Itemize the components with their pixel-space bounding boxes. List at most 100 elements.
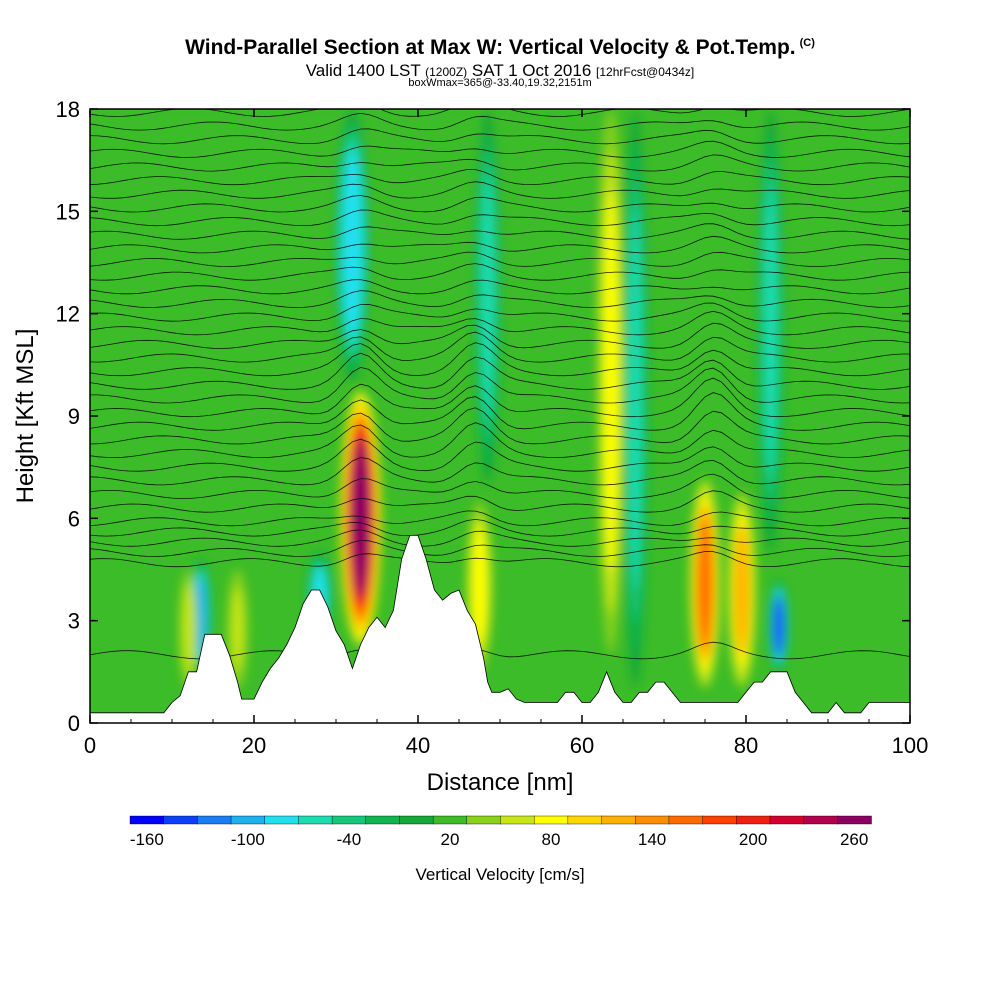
colorbar-swatch	[331, 815, 367, 825]
colorbar-swatch	[298, 815, 333, 825]
downdraft-5-band	[763, 183, 778, 478]
colorbar-swatch	[197, 815, 232, 825]
theta-contour	[90, 290, 910, 308]
theta-contour	[90, 407, 910, 445]
y-tick-label: 3	[68, 609, 80, 634]
y-tick-label: 15	[56, 199, 80, 224]
colorbar-swatch	[803, 815, 839, 825]
colorbar-tick-label: 80	[542, 830, 561, 849]
theta-contour	[90, 195, 910, 213]
colorbar-swatch	[837, 815, 872, 825]
colorbar-swatch	[230, 815, 266, 825]
y-tick-label: 0	[68, 711, 80, 736]
updraft-4-band	[472, 526, 487, 647]
downdraft-2-band	[196, 580, 206, 651]
colorbar-tick-label: 140	[638, 830, 666, 849]
theta-contour	[90, 322, 910, 349]
y-tick-label: 18	[56, 97, 80, 122]
theta-contour	[90, 457, 910, 486]
colorbar-swatch	[567, 815, 603, 825]
colorbar-swatch	[163, 815, 199, 825]
theta-contour	[90, 181, 910, 199]
theta-contour	[90, 302, 910, 322]
box-info: boxWmax=365@-33.40,19.32,2151m	[408, 77, 592, 89]
y-tick-label: 6	[68, 506, 80, 531]
colorbar-tick-label: 200	[739, 830, 767, 849]
updraft-2-band	[735, 528, 749, 652]
y-axis-label: Height [Kft MSL]	[12, 329, 39, 504]
colorbar-tick-label: 260	[840, 830, 868, 849]
theta-contour	[90, 279, 910, 295]
theta-contour	[90, 109, 910, 117]
downdraft-1	[768, 579, 790, 672]
updraft-3-band	[603, 190, 619, 573]
colorbar-swatch	[533, 815, 569, 825]
colorbar-swatch	[500, 815, 535, 825]
colorbar-swatch	[466, 815, 502, 825]
colorbar-label: Vertical Velocity [cm/s]	[415, 865, 584, 884]
colorbar-swatch	[601, 815, 636, 825]
downdraft-1-band	[774, 597, 784, 654]
x-axis-label: Distance [nm]	[427, 769, 574, 796]
x-tick-label: 0	[84, 733, 96, 758]
downdraft-4-band	[628, 206, 643, 592]
downdraft-6	[474, 109, 501, 485]
x-tick-label: 20	[242, 733, 266, 758]
theta-contour	[90, 112, 910, 131]
copyright-mark: (C)	[799, 37, 815, 49]
theta-contour	[90, 128, 910, 145]
colorbar-swatch	[668, 815, 704, 825]
colorbar-tick-label: -100	[231, 830, 265, 849]
chart-title: Wind-Parallel Section at Max W: Vertical…	[0, 36, 1000, 60]
theta-contour	[90, 209, 910, 227]
theta-contour	[90, 235, 910, 254]
theta-contour	[90, 422, 910, 459]
valid-date: SAT 1 Oct 2016	[471, 61, 592, 80]
valid-prefix: Valid 1400 LST	[305, 61, 421, 80]
theta-contour	[90, 540, 910, 557]
downdraft-5	[757, 109, 784, 553]
theta-contour	[90, 223, 910, 240]
colorbar-swatch	[635, 815, 670, 825]
theta-contour	[90, 366, 910, 404]
updraft-0-band	[352, 442, 369, 595]
theta-contour	[90, 529, 910, 547]
theta-contour	[90, 342, 910, 377]
x-tick-label: 100	[892, 733, 929, 758]
forecast-info: [12hrFcst@0434z]	[596, 65, 695, 79]
colorbar-swatch	[736, 815, 771, 825]
theta-contour	[90, 140, 910, 158]
terrain	[90, 535, 910, 723]
colorbar-tick-label: -160	[130, 830, 164, 849]
colorbar-tick-label: -40	[337, 830, 362, 849]
colorbar-swatch	[399, 815, 434, 825]
theta-contour	[90, 377, 910, 418]
colorbar-swatch	[432, 815, 468, 825]
updraft-4	[466, 501, 493, 672]
theta-contour	[90, 392, 910, 431]
theta-contour	[90, 263, 910, 281]
theta-contour	[90, 473, 910, 499]
updraft-6	[179, 569, 198, 689]
theta-contour	[90, 251, 910, 268]
updraft-1-band	[698, 519, 712, 648]
colorbar-swatch	[365, 815, 401, 825]
updraft-6-band	[182, 582, 195, 676]
colorbar-tick-label: 20	[441, 830, 460, 849]
x-tick-label: 60	[570, 733, 594, 758]
colorbar-swatch	[702, 815, 737, 825]
theta-contour	[90, 331, 910, 363]
theta-contour	[90, 352, 910, 390]
y-tick-label: 9	[68, 404, 80, 429]
colorbar-swatch	[129, 815, 165, 825]
colorbar-swatch	[264, 815, 300, 825]
y-tick-label: 12	[56, 302, 80, 327]
theta-contour	[90, 310, 910, 336]
theta-contour	[90, 169, 910, 186]
theta-contour	[90, 551, 910, 568]
theta-contour	[90, 490, 910, 513]
colorbar-swatch	[769, 815, 805, 825]
x-tick-label: 80	[734, 733, 758, 758]
theta-contour	[90, 510, 910, 527]
